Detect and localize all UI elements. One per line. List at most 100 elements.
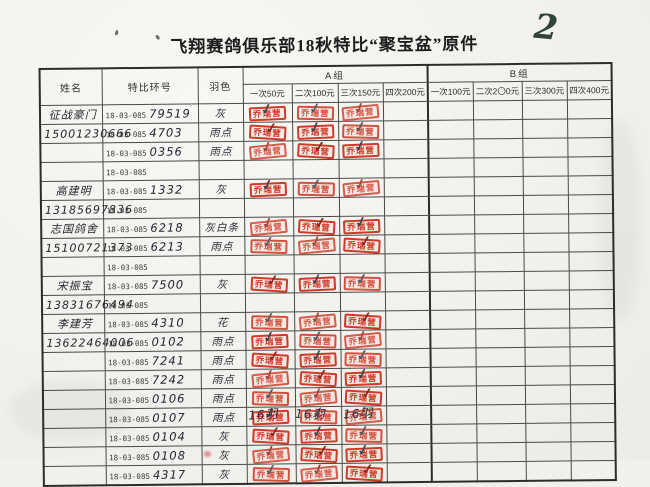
checkmark: ✓: [353, 117, 369, 136]
feather-color-cell: [199, 255, 245, 275]
feather-color: 雨点: [209, 126, 233, 140]
member-name-cell: 13185697836: [40, 199, 133, 220]
ring-number: 18-03-085 7500: [107, 275, 184, 293]
fee-cell: [525, 422, 571, 443]
ring-number-cell: 18-03-085 0107: [105, 407, 202, 428]
fee-cell: [431, 404, 477, 425]
member-name-cell: [43, 446, 106, 467]
fee-cell: 乔瑞营 ✓: [243, 175, 293, 199]
fee-cell: [431, 442, 477, 463]
fee-cell: 乔瑞营 ✓: [295, 460, 342, 484]
checkmark: ✓: [261, 232, 277, 251]
feather-color-cell: 灰: [201, 426, 247, 446]
fee-cell: [473, 157, 523, 177]
checkmark: ✓: [259, 213, 277, 233]
fee-cell: [386, 405, 432, 425]
ring-number: 18-03-085 4310: [108, 313, 185, 331]
ring-number: 18-03-085 0107: [109, 408, 186, 426]
fee-cell: [474, 290, 525, 310]
member-name-cell: [43, 465, 106, 486]
checkmark: ✓: [312, 137, 328, 156]
member-name-cell: [42, 389, 106, 410]
fee-cell: [428, 119, 474, 140]
feather-color: 灰: [215, 184, 228, 197]
fee-cell: 乔瑞营 ✓: [292, 137, 339, 160]
fee-cell: [429, 214, 475, 235]
fee-cell: [474, 214, 524, 234]
checkmark: ✓: [352, 136, 369, 155]
ring-number-cell: 18-03-085 7242: [104, 369, 201, 390]
fee-cell: 乔瑞营 ✓: [338, 136, 384, 160]
checkmark: ✓: [260, 175, 277, 194]
checkmark: ✓: [309, 345, 326, 365]
fee-cell: [475, 366, 525, 386]
feather-color: 灰: [216, 279, 229, 292]
feather-color: 雨点: [211, 354, 235, 368]
fee-cell: [521, 99, 568, 120]
feather-color-cell: 雨点: [200, 331, 246, 351]
ring-prefix: 18-03-085: [107, 319, 149, 330]
ring-number-cell: 18-03-085 4317: [105, 464, 202, 486]
fee-cell: [472, 100, 523, 120]
fee-cell: [523, 251, 569, 272]
fee-cell: [522, 137, 568, 158]
fee-cell: [383, 139, 429, 159]
checkmark: ✓: [267, 422, 283, 441]
fee-cell: [473, 138, 523, 158]
checkmark: ✓: [259, 137, 277, 157]
checkmark: ✓: [354, 364, 372, 383]
fee-cell: [523, 270, 569, 291]
fee-cell: [568, 251, 614, 271]
fee-cell: 乔瑞营 ✓: [295, 441, 342, 464]
fee-cell: [474, 271, 524, 291]
ring-number: 18-03-085: [107, 257, 148, 274]
member-name-cell: 高建明: [40, 180, 103, 201]
ring-number: 18-03-085 4703: [106, 123, 183, 141]
fee-cell: [429, 271, 475, 292]
ring-suffix: 4317: [152, 467, 187, 482]
fee-cell: [429, 290, 476, 311]
feather-color-cell: [198, 198, 245, 218]
fee-cell: [386, 424, 432, 444]
fee-cell: 乔瑞营 ✓: [243, 137, 293, 161]
feather-color: 灰: [218, 431, 230, 444]
form-sheet: 飞翔赛鸽俱乐部18秋特比“聚宝盆”原件 2 姓名 特比环号 羽色 A组 B组 一…: [38, 7, 617, 487]
ring-prefix: 18-03-085: [109, 471, 150, 482]
qiaoruiying-stamp: 乔瑞营 ✓: [299, 345, 337, 368]
ring-number: 18-03-085: [107, 295, 148, 312]
member-name-cell: 15100721373: [41, 237, 133, 258]
ring-number: 18-03-085 0104: [109, 427, 186, 445]
feather-color-cell: 雨点: [198, 122, 244, 142]
fee-header-a4: 四次200元: [382, 82, 428, 102]
qiaoruiying-stamp: 乔瑞营 ✓: [342, 136, 380, 159]
fee-cell: 乔瑞营 ✓: [292, 175, 339, 198]
qiaoruiying-stamp: 乔瑞营 ✓: [248, 99, 287, 122]
fee-cell: [524, 365, 570, 386]
fee-cell: [384, 253, 430, 273]
fee-cell: [475, 309, 525, 329]
ring-number-cell: 18-03-085 0356: [102, 141, 199, 162]
fee-cell: [566, 99, 613, 119]
qiaoruiying-stamp: 乔瑞营 ✓: [249, 137, 287, 161]
member-name-cell: 15001230666: [40, 123, 132, 144]
fee-cell: [567, 156, 613, 176]
fee-cell: [569, 308, 615, 328]
checkmark: ✓: [355, 345, 372, 364]
member-name-cell: 13831676494: [41, 294, 134, 315]
ring-suffix: 79519: [149, 106, 191, 121]
fee-cell: [474, 233, 524, 253]
ring-prefix: 18-03-085: [108, 433, 150, 444]
fee-cell: [567, 194, 614, 214]
checkmark: ✓: [267, 346, 282, 365]
qiaoruiying-stamp: 乔瑞营 ✓: [296, 137, 335, 160]
fee-cell: [384, 291, 431, 311]
fee-cell: [522, 118, 568, 139]
member-name-cell: [41, 256, 104, 277]
checkmark: ✓: [308, 307, 326, 327]
column-tally: 16羽: [247, 406, 279, 423]
ring-number-cell: 18-03-085 0104: [105, 426, 202, 447]
checkmark: ✓: [262, 308, 278, 327]
ring-number: 18-03-085 6213: [107, 237, 184, 255]
ring-suffix: 0107: [152, 410, 186, 425]
checkmark: ✓: [352, 174, 370, 194]
